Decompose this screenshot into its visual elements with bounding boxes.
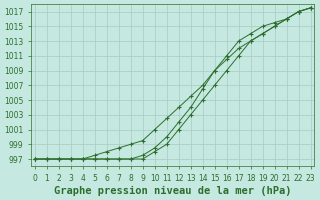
X-axis label: Graphe pression niveau de la mer (hPa): Graphe pression niveau de la mer (hPa) bbox=[54, 186, 292, 196]
